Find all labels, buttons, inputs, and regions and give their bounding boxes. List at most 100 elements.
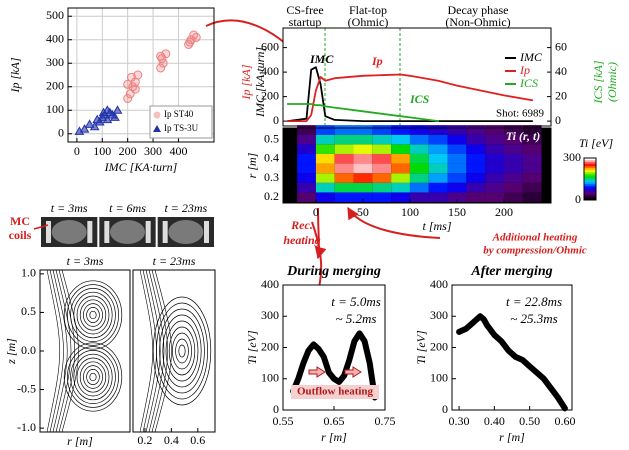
y-tick-label: 400 — [430, 277, 448, 291]
colorbar-step — [584, 180, 596, 183]
y-tick-label: 500 — [46, 8, 64, 22]
y2-axis-label: (Ohmic) — [605, 62, 619, 102]
y-tick-label: 200 — [261, 339, 279, 353]
coil — [104, 221, 110, 243]
heat-cell — [353, 163, 373, 174]
heat-cell — [297, 192, 316, 203]
contour-line — [148, 269, 165, 433]
colorbar-step — [584, 182, 596, 185]
heat-cell — [447, 173, 467, 183]
y-axis-label: IMC [kA·turn] — [253, 47, 267, 118]
y-axis-label: Ip [kA] — [239, 64, 253, 100]
contour-line — [168, 326, 196, 376]
heat-cell — [466, 163, 486, 174]
flow-arrow — [344, 366, 362, 378]
heat-cell — [409, 182, 429, 193]
contour-line — [67, 284, 119, 346]
contour-line — [152, 296, 212, 406]
heat-cell — [503, 173, 523, 183]
colorbar-step — [584, 176, 596, 179]
heat-cell — [485, 163, 504, 174]
heat-cell — [466, 182, 486, 193]
heat-cell — [372, 192, 392, 203]
annotation: Additional heating — [492, 232, 578, 244]
heat-cell — [372, 144, 392, 154]
heat-cell — [447, 163, 467, 174]
heat-cell — [315, 153, 335, 164]
heat-cell — [391, 182, 410, 193]
heat-cell — [522, 182, 542, 193]
x-axis-label: t [ms] — [422, 219, 451, 233]
y-tick-label: 300 — [430, 308, 448, 322]
point — [130, 84, 140, 94]
heat-cell — [334, 182, 354, 193]
coil — [162, 221, 168, 243]
y-tick-label: 400 — [261, 277, 279, 291]
x-tick-label: 0.4 — [164, 433, 179, 447]
colorbar-tick-label: 0 — [575, 192, 581, 206]
contour-line — [175, 338, 189, 364]
heat-cell — [447, 192, 467, 203]
colorbar-step — [584, 184, 596, 187]
y2-axis-label: ICS [kA] — [591, 60, 605, 104]
series-label: Ip — [371, 54, 383, 68]
legend-label: Ip TS-3U — [164, 123, 199, 133]
heat-cell — [315, 163, 335, 174]
point — [123, 94, 133, 104]
contour-line — [70, 288, 116, 342]
contour-line — [89, 310, 97, 320]
point — [133, 70, 143, 80]
x-tick-label: 0.6 — [190, 433, 205, 447]
heat-cell — [485, 125, 504, 135]
x-tick-label: 100 — [401, 205, 419, 219]
x-axis-label: r [m] — [67, 434, 93, 448]
contour-line — [76, 295, 110, 335]
colorbar-step — [584, 164, 596, 167]
x-tick-label: 0.40 — [484, 414, 505, 428]
y-tick-label: 100 — [430, 371, 448, 385]
annotation: Outflow heating — [297, 386, 374, 398]
series-label: ICS — [409, 92, 430, 106]
y-tick-label: 400 — [261, 64, 279, 78]
x-tick-label: 400 — [169, 144, 187, 158]
colorbar-label: Ti [eV] — [579, 136, 614, 150]
heat-cell — [353, 144, 373, 154]
heat-cell — [315, 134, 335, 145]
x-axis-label: r [m] — [321, 430, 347, 444]
contour-line — [165, 320, 199, 382]
y-tick-label: 0 — [555, 113, 561, 127]
panel-label: t = 23ms — [153, 254, 196, 268]
colorbar-step — [584, 196, 596, 199]
x-tick-label: 200 — [495, 205, 513, 219]
heat-cell — [334, 125, 354, 135]
contour-line — [83, 365, 103, 389]
y-tick-label: 100 — [46, 102, 64, 116]
heat-cell — [409, 134, 429, 145]
x-tick-label: 0.75 — [375, 414, 396, 428]
annotation: ~ 5.2ms — [336, 311, 377, 326]
series-line — [286, 66, 534, 122]
heat-cell — [297, 144, 316, 154]
annotation: CS-free — [286, 3, 323, 17]
colorbar-step — [584, 160, 596, 163]
heat-cell — [428, 182, 448, 193]
y-tick-label: 0.5 — [21, 304, 36, 318]
y-tick-label: 300 — [261, 308, 279, 322]
heat-cell — [428, 163, 448, 174]
y-tick-label: 0.4 — [264, 151, 279, 165]
point — [110, 112, 120, 121]
frame-caption: MC — [10, 214, 30, 228]
plot-frame — [282, 127, 552, 204]
contour-line — [63, 342, 123, 412]
heat-cell — [334, 173, 354, 183]
y-axis-label: z [m] — [4, 338, 18, 365]
contour-line — [79, 299, 107, 331]
point — [123, 79, 133, 89]
colorbar-step — [584, 178, 596, 181]
contour-line — [139, 269, 153, 433]
heat-cell — [503, 144, 523, 154]
heat-cell — [315, 182, 335, 193]
heat-cell — [503, 153, 523, 164]
plot-frame — [451, 284, 573, 411]
